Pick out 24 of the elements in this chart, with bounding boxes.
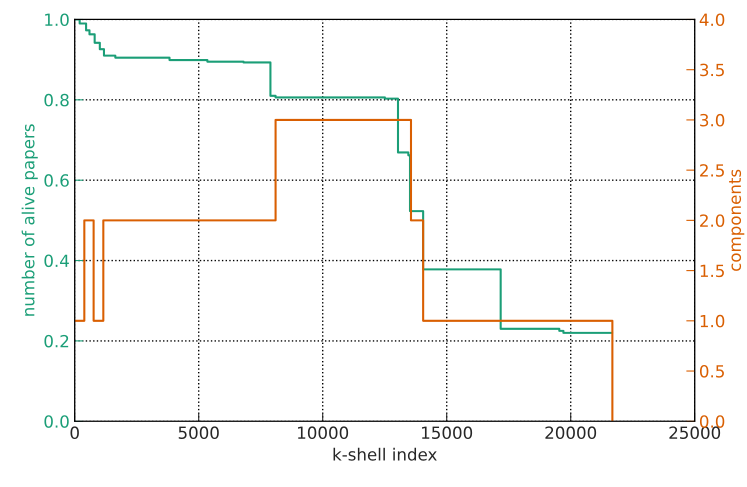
y2-tick-label: 1.5 <box>700 264 724 278</box>
x-tick-label: 0 <box>70 426 79 440</box>
y-tick-label: 0.4 <box>44 254 69 268</box>
y2-tick-label: 4.0 <box>700 13 724 26</box>
x-tick-label: 5000 <box>178 426 219 440</box>
x-tick-label: 15000 <box>422 426 472 440</box>
x-tick-label: 20000 <box>545 426 596 440</box>
y2-tick-label: 3.0 <box>700 114 724 126</box>
y-axis-title: number of alive papers <box>22 124 38 316</box>
x-tick-label: 25000 <box>669 426 720 440</box>
y2-tick-label: 0.5 <box>700 364 724 378</box>
y-tick-label: 0.0 <box>44 415 69 428</box>
x-tick-label: 10000 <box>298 426 348 440</box>
y2-tick-label: 3.5 <box>700 64 724 76</box>
y2-axis-title: components <box>729 170 744 271</box>
y-tick-label: 0.8 <box>44 94 69 106</box>
y-tick-label: 0.2 <box>44 334 68 348</box>
y-tick-label: 1.0 <box>45 13 69 26</box>
y2-tick-label: 2.5 <box>700 164 724 177</box>
y-tick-label: 0.6 <box>44 174 69 187</box>
y2-tick-label: 1.0 <box>700 314 724 328</box>
y2-tick-label: 2.0 <box>700 214 724 227</box>
y2-tick-label: 0.0 <box>700 415 724 428</box>
x-axis-title: k-shell index <box>334 448 437 461</box>
